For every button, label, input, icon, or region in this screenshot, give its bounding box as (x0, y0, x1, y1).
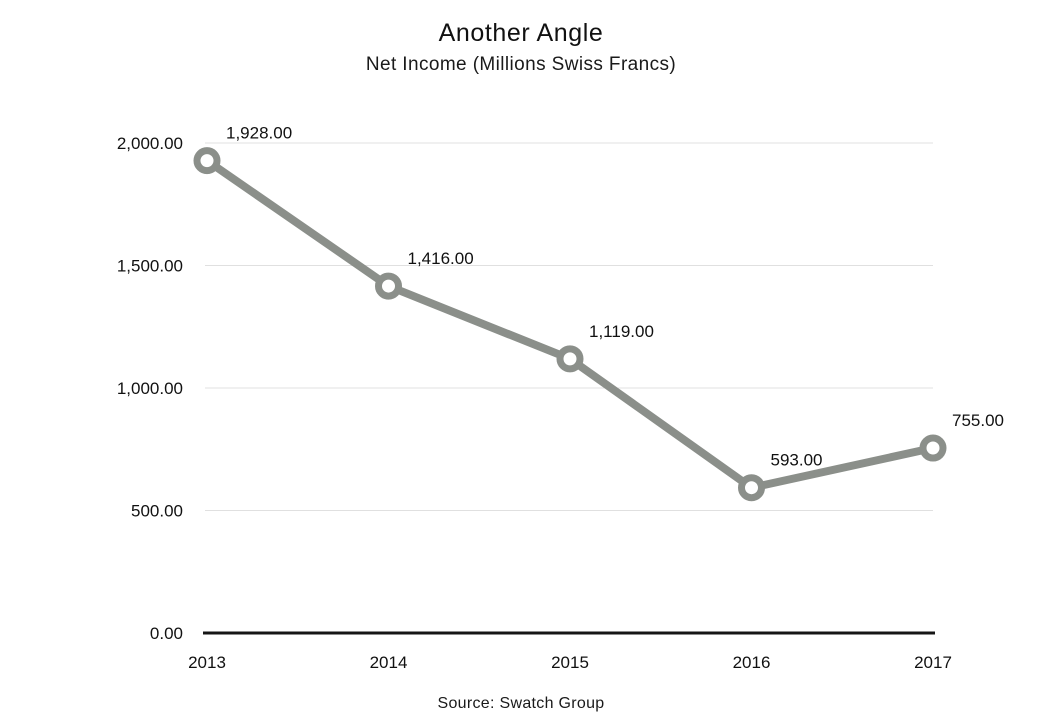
value-label: 1,928.00 (226, 124, 292, 143)
x-tick-label: 2017 (914, 653, 952, 672)
y-tick-label: 0.00 (150, 624, 183, 643)
data-point-marker (919, 434, 947, 462)
y-tick-label: 2,000.00 (117, 134, 183, 153)
y-tick-label: 500.00 (131, 502, 183, 521)
data-point-marker (738, 474, 765, 502)
data-point-marker (556, 345, 584, 373)
data-point-marker (375, 272, 402, 300)
x-tick-label: 2013 (188, 653, 226, 672)
series-line (203, 156, 937, 492)
value-label: 593.00 (771, 451, 823, 470)
value-label: 1,119.00 (589, 322, 654, 341)
y-tick-label: 1,500.00 (117, 257, 183, 276)
value-label: 755.00 (952, 411, 1004, 430)
y-tick-label: 1,000.00 (117, 379, 183, 398)
x-tick-label: 2015 (551, 653, 589, 672)
x-tick-label: 2016 (733, 653, 771, 672)
x-tick-label: 2014 (370, 653, 408, 672)
data-point-marker (193, 147, 221, 175)
source-note: Source: Swatch Group (437, 695, 605, 712)
value-label: 1,416.00 (408, 249, 474, 268)
